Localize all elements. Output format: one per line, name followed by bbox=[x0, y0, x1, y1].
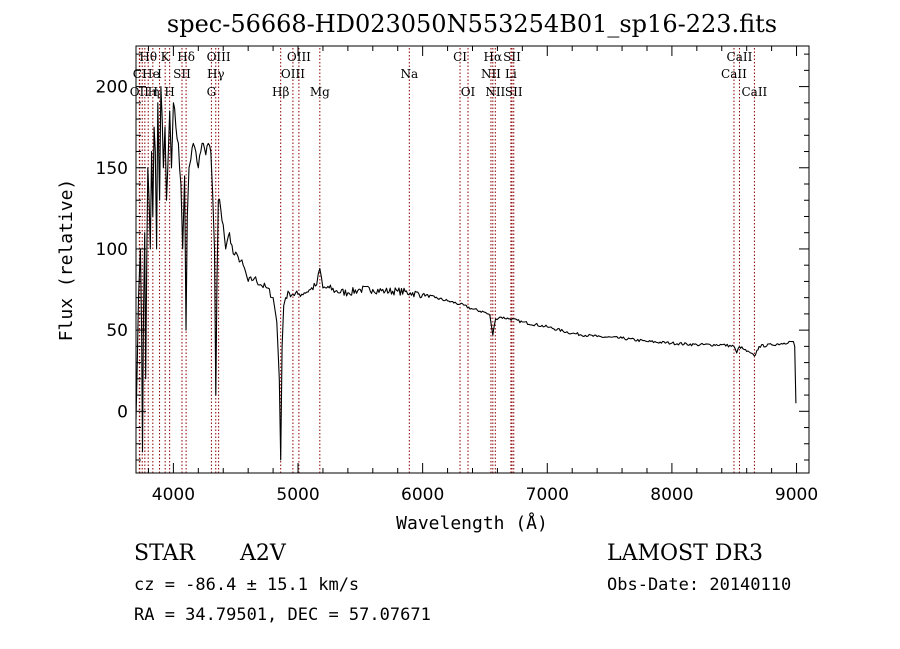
line-label: He bbox=[142, 67, 160, 81]
object-type: STAR bbox=[134, 541, 196, 566]
y-axis-label: Flux (relative) bbox=[56, 179, 77, 342]
x-tick-label: 9000 bbox=[775, 485, 818, 505]
line-label: Li bbox=[505, 67, 517, 81]
line-label: OI bbox=[461, 85, 476, 99]
line-label: CaII bbox=[741, 85, 767, 99]
line-label: CaII bbox=[727, 50, 753, 64]
line-label: Hβ bbox=[272, 85, 289, 99]
survey-name: LAMOST DR3 bbox=[607, 541, 763, 566]
spectrum-plot bbox=[135, 86, 797, 461]
line-label: SII bbox=[505, 85, 523, 99]
x-tick-label: 6000 bbox=[401, 485, 444, 505]
line-label: OII bbox=[130, 85, 150, 99]
x-tick-label: 8000 bbox=[650, 485, 693, 505]
line-label: CaII bbox=[721, 67, 747, 81]
y-tick-label: 100 bbox=[96, 240, 128, 260]
redshift-velocity: cz = -86.4 ± 15.1 km/s bbox=[134, 575, 359, 595]
x-tick-label: 5000 bbox=[276, 485, 319, 505]
line-label: SII bbox=[173, 67, 191, 81]
y-axis-ticks: 0 50 100 150 200 bbox=[96, 53, 809, 461]
x-axis-ticks: 4000 5000 6000 7000 8000 9000 bbox=[147, 46, 818, 505]
line-markers bbox=[138, 48, 755, 473]
line-label: Hγ bbox=[207, 67, 225, 81]
line-label: NII bbox=[485, 85, 505, 99]
x-axis-label: Wavelength (Å) bbox=[396, 512, 548, 534]
line-label: H bbox=[148, 85, 158, 99]
coordinates: RA = 34.79501, DEC = 57.07671 bbox=[134, 605, 431, 625]
line-label: K bbox=[161, 50, 171, 64]
line-label: G bbox=[207, 85, 217, 99]
line-label: Mg bbox=[310, 85, 330, 99]
line-label: SII bbox=[503, 50, 521, 64]
spectrum-line bbox=[135, 86, 797, 461]
observation-date: Obs-Date: 20140110 bbox=[607, 575, 791, 595]
line-label: OIII bbox=[207, 50, 231, 64]
y-tick-label: 50 bbox=[106, 321, 128, 341]
y-tick-label: 150 bbox=[96, 159, 128, 179]
line-label: I bbox=[157, 67, 162, 81]
chart-title: spec-56668-HD023050N553254B01_sp16-223.f… bbox=[167, 10, 777, 38]
object-subclass: A2V bbox=[239, 541, 287, 566]
line-label: CI bbox=[453, 50, 467, 64]
line-label: Na bbox=[400, 67, 418, 81]
line-label: Hδ bbox=[177, 50, 195, 64]
x-tick-label: 7000 bbox=[526, 485, 569, 505]
line-label: H bbox=[164, 85, 174, 99]
line-label: Hα bbox=[484, 50, 503, 64]
y-tick-label: 0 bbox=[117, 402, 128, 422]
line-label: NII bbox=[481, 67, 501, 81]
plot-frame bbox=[135, 45, 810, 474]
x-tick-label: 4000 bbox=[152, 485, 195, 505]
line-label: Hθ bbox=[139, 50, 157, 64]
line-label: OIII bbox=[281, 67, 305, 81]
line-label: η bbox=[152, 85, 159, 99]
y-tick-label: 200 bbox=[96, 78, 128, 98]
line-label: OIII bbox=[287, 50, 311, 64]
